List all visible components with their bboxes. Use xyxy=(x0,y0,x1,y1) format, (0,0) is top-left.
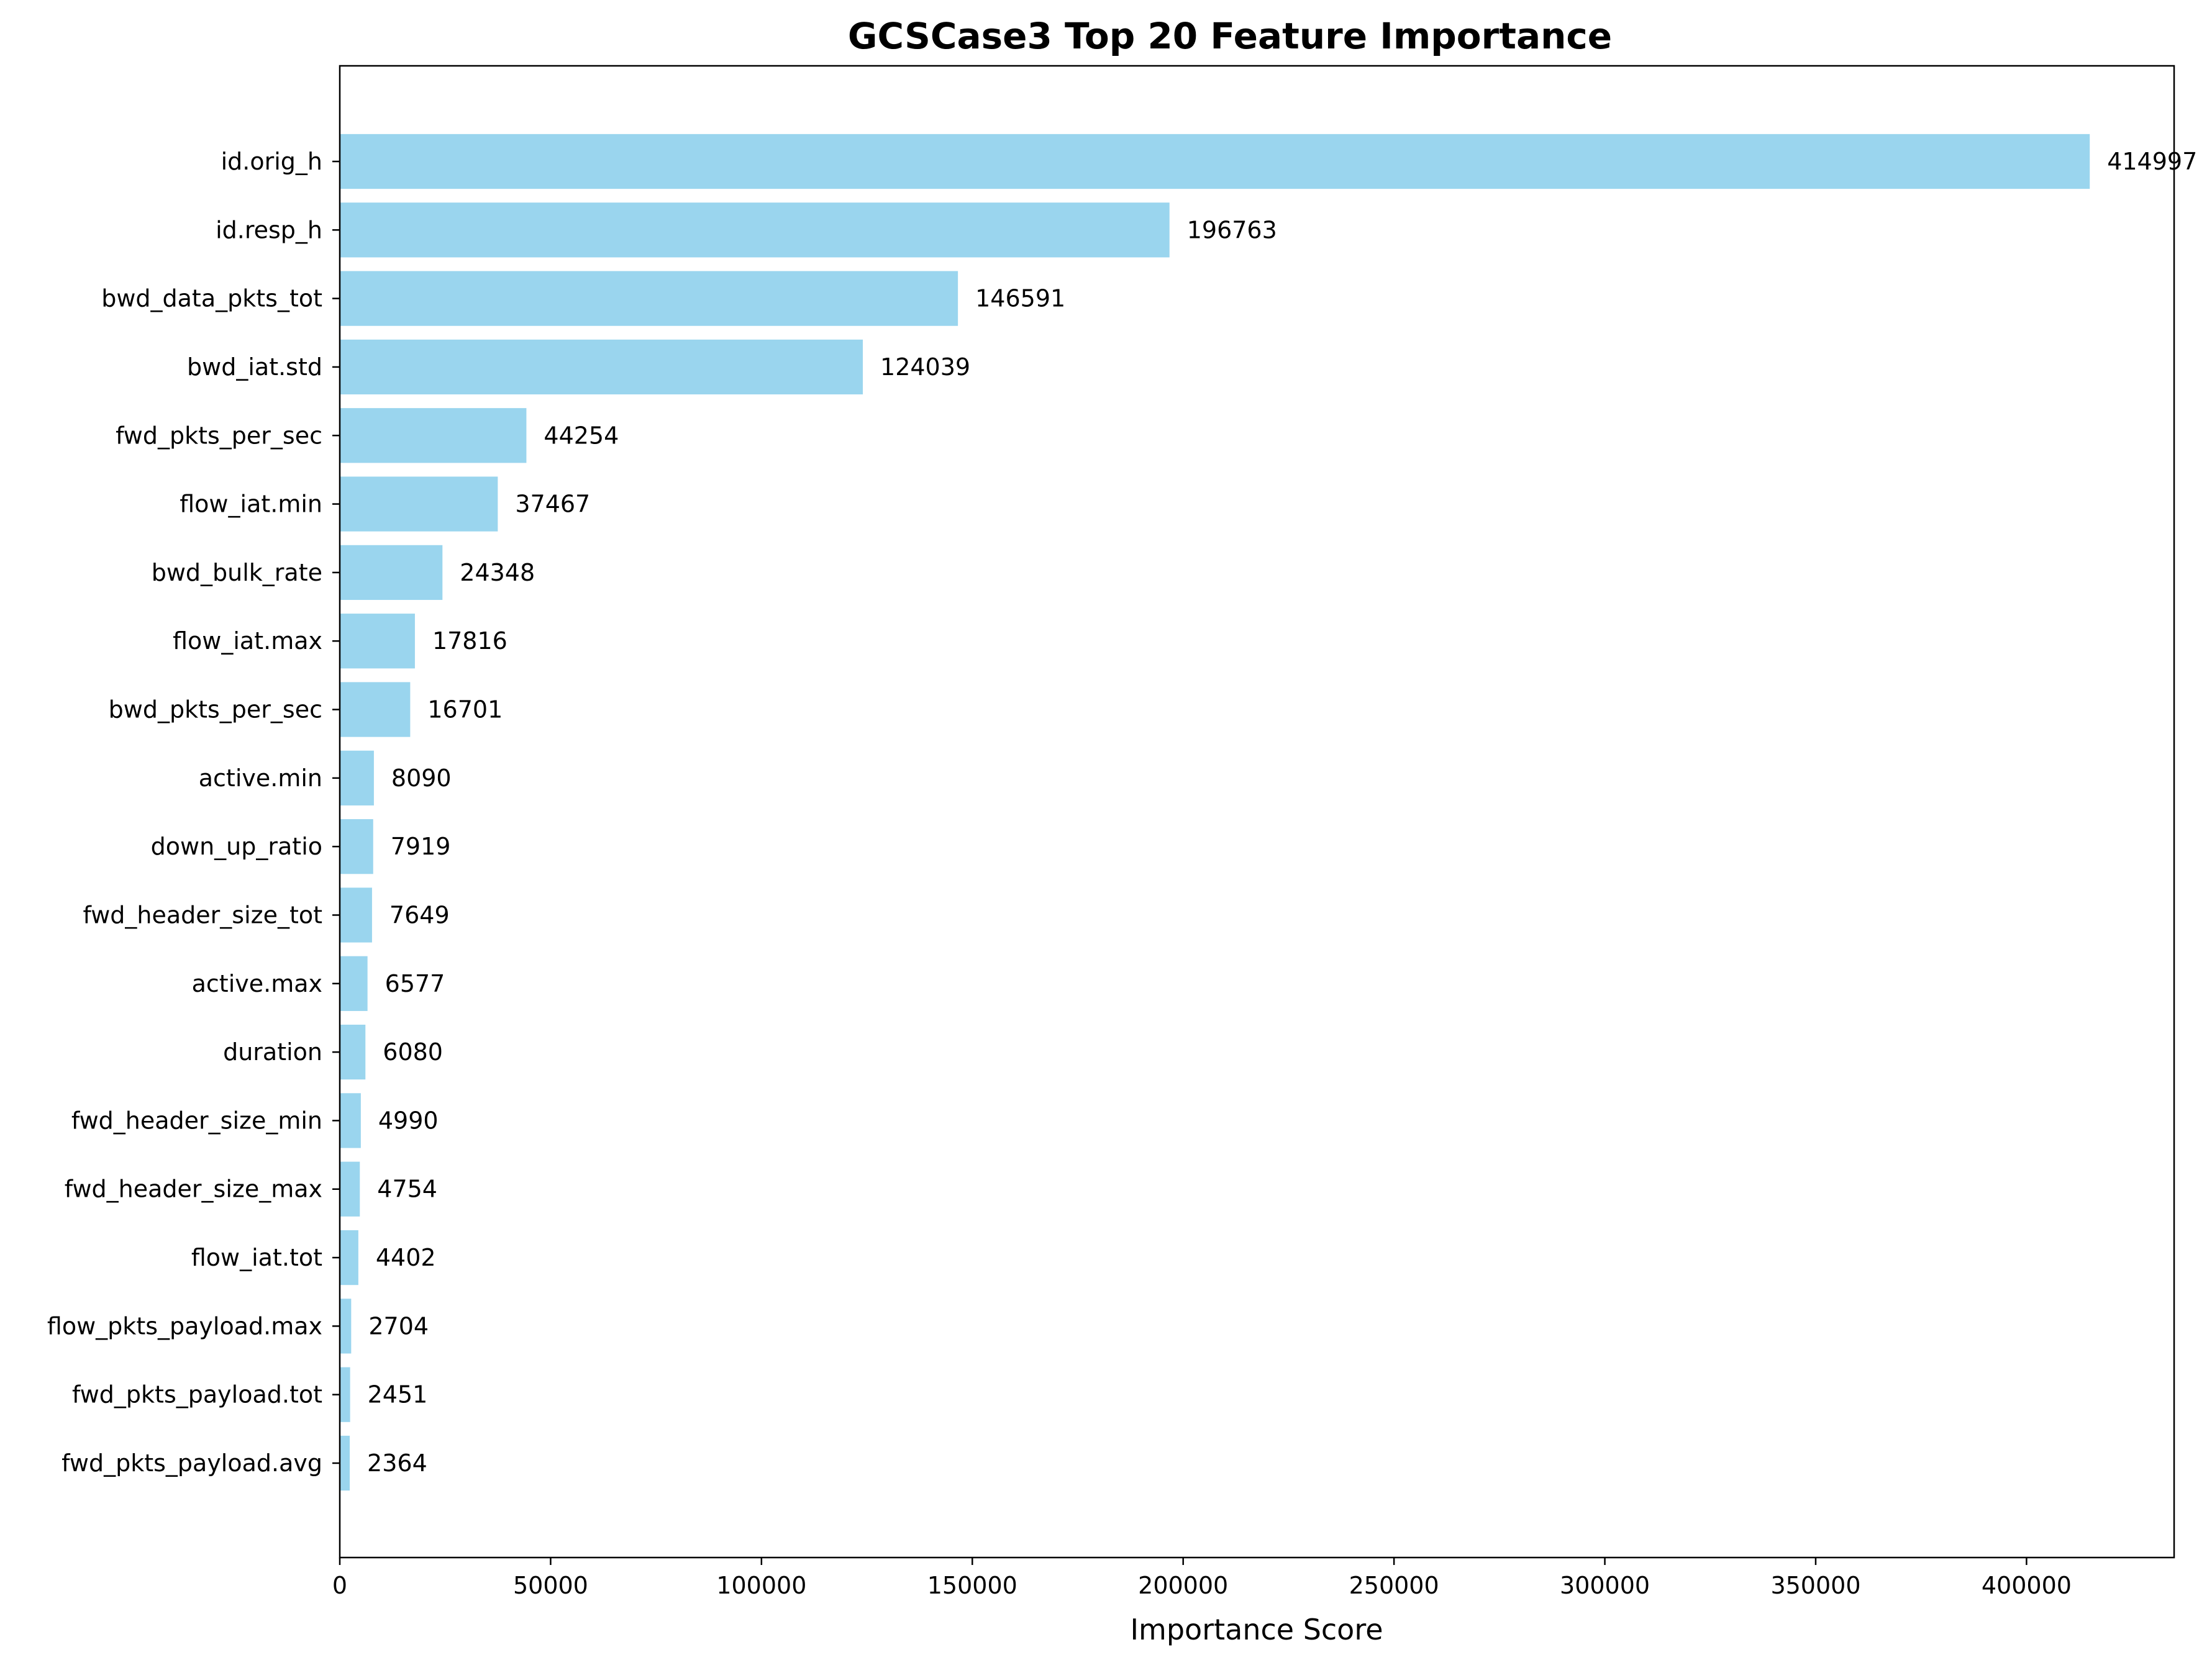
category-label: active.max xyxy=(192,970,322,997)
bar-19 xyxy=(340,1435,350,1491)
category-label: bwd_iat.std xyxy=(187,353,322,381)
value-label: 4754 xyxy=(377,1176,437,1203)
bar-6 xyxy=(340,545,443,601)
bars-layer xyxy=(340,134,2090,1491)
category-label: down_up_ratio xyxy=(151,833,322,860)
value-label: 37467 xyxy=(515,491,590,518)
value-label: 2704 xyxy=(368,1312,429,1340)
value-label: 4402 xyxy=(376,1244,436,1271)
x-tick-label: 300000 xyxy=(1560,1572,1650,1599)
value-label: 17816 xyxy=(432,627,507,655)
value-label: 2451 xyxy=(368,1381,428,1408)
x-tick-label: 100000 xyxy=(716,1572,806,1599)
bar-11 xyxy=(340,887,372,943)
category-label: fwd_pkts_payload.avg xyxy=(61,1449,322,1477)
value-label: 44254 xyxy=(544,422,619,449)
x-tick-label: 200000 xyxy=(1138,1572,1228,1599)
value-label: 24348 xyxy=(460,559,535,586)
value-label: 146591 xyxy=(975,285,1065,312)
category-label: fwd_pkts_per_sec xyxy=(116,422,322,449)
category-label: fwd_pkts_payload.tot xyxy=(72,1381,322,1408)
value-label: 6577 xyxy=(385,970,445,997)
value-label: 4990 xyxy=(378,1107,439,1134)
value-label: 196763 xyxy=(1187,216,1277,243)
bar-1 xyxy=(340,202,1170,258)
bar-18 xyxy=(340,1367,350,1422)
value-label: 16701 xyxy=(427,696,503,723)
value-label: 6080 xyxy=(383,1038,443,1066)
labels-layer: id.orig_h 414997 id.resp_h 196763 bwd_data_p… xyxy=(47,148,2197,1477)
value-label: 7649 xyxy=(389,901,450,928)
category-label: fwd_header_size_min xyxy=(71,1107,322,1134)
category-label: fwd_header_size_tot xyxy=(83,901,322,928)
value-label: 8090 xyxy=(391,764,452,792)
x-tick-label: 400000 xyxy=(1982,1572,2072,1599)
chart-title: GCSCase3 Top 20 Feature Importance xyxy=(848,15,1612,57)
x-tick-label: 350000 xyxy=(1770,1572,1860,1599)
category-label: fwd_header_size_max xyxy=(65,1176,322,1203)
bar-7 xyxy=(340,614,415,669)
x-axis-label: Importance Score xyxy=(1130,1613,1383,1646)
category-label: id.resp_h xyxy=(216,216,322,243)
category-label: flow_pkts_payload.max xyxy=(47,1312,322,1340)
bar-10 xyxy=(340,819,373,874)
category-label: bwd_pkts_per_sec xyxy=(109,696,322,723)
x-axis-ticks: 0 50000 100000 150000 200000 250000 300000 3500… xyxy=(332,160,2072,1599)
category-label: id.orig_h xyxy=(221,148,322,175)
bar-2 xyxy=(340,271,958,326)
value-label: 7919 xyxy=(391,833,451,860)
bar-5 xyxy=(340,476,498,532)
value-label: 2364 xyxy=(367,1449,427,1477)
bar-0 xyxy=(340,134,2090,189)
x-tick-label: 0 xyxy=(332,1572,347,1599)
plot-area-frame xyxy=(339,65,2175,1559)
bar-12 xyxy=(340,956,368,1011)
bar-16 xyxy=(340,1230,358,1286)
value-label: 414997 xyxy=(2107,148,2197,175)
category-label: active.min xyxy=(199,764,322,792)
category-label: flow_iat.tot xyxy=(191,1244,322,1271)
bar-3 xyxy=(340,339,863,395)
x-tick-label: 150000 xyxy=(927,1572,1017,1599)
bar-15 xyxy=(340,1161,360,1217)
category-label: duration xyxy=(223,1038,322,1066)
x-tick-label: 50000 xyxy=(513,1572,588,1599)
bar-4 xyxy=(340,408,527,463)
bar-13 xyxy=(340,1024,366,1080)
bar-9 xyxy=(340,750,374,805)
x-tick-label: 250000 xyxy=(1349,1572,1439,1599)
bar-17 xyxy=(340,1299,352,1354)
bar-8 xyxy=(340,682,411,737)
bar-14 xyxy=(340,1093,361,1148)
value-label: 124039 xyxy=(880,353,970,381)
category-label: flow_iat.min xyxy=(180,491,322,518)
category-label: bwd_data_pkts_tot xyxy=(101,285,322,312)
category-label: bwd_bulk_rate xyxy=(152,559,322,586)
category-label: flow_iat.max xyxy=(173,627,322,655)
